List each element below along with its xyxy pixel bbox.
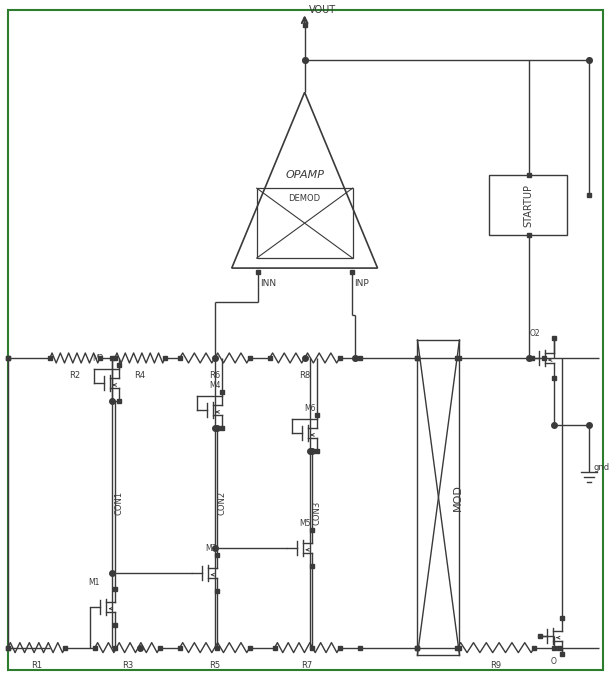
Text: R4: R4: [134, 371, 146, 380]
Text: CON2: CON2: [218, 491, 226, 515]
Bar: [490, 175, 567, 235]
Text: R8: R8: [299, 371, 310, 380]
Text: O2: O2: [529, 329, 540, 338]
Text: O: O: [550, 657, 556, 665]
Text: STARTUP: STARTUP: [523, 183, 534, 227]
Text: M1: M1: [88, 578, 99, 587]
Text: gnd: gnd: [593, 463, 610, 473]
Text: M3: M3: [205, 544, 216, 553]
Text: INN: INN: [259, 278, 276, 288]
Bar: [256, 188, 353, 258]
Text: VOUT: VOUT: [308, 5, 336, 16]
Text: M4: M4: [210, 381, 222, 390]
Text: CON3: CON3: [313, 500, 322, 525]
Text: CON1: CON1: [115, 491, 124, 515]
Text: M5: M5: [300, 519, 311, 528]
Text: R6: R6: [209, 371, 220, 380]
Text: M6: M6: [305, 404, 316, 413]
Text: M2: M2: [92, 354, 103, 363]
Text: MOD: MOD: [452, 484, 463, 511]
Text: R3: R3: [122, 661, 133, 669]
Text: OPAMP: OPAMP: [285, 170, 324, 180]
Text: R1: R1: [31, 661, 42, 669]
Text: R7: R7: [302, 661, 313, 669]
Text: R9: R9: [490, 661, 501, 669]
Text: R5: R5: [209, 661, 220, 669]
Text: R2: R2: [69, 371, 80, 380]
Text: INP: INP: [354, 278, 369, 288]
Text: DEMOD: DEMOD: [289, 194, 321, 203]
